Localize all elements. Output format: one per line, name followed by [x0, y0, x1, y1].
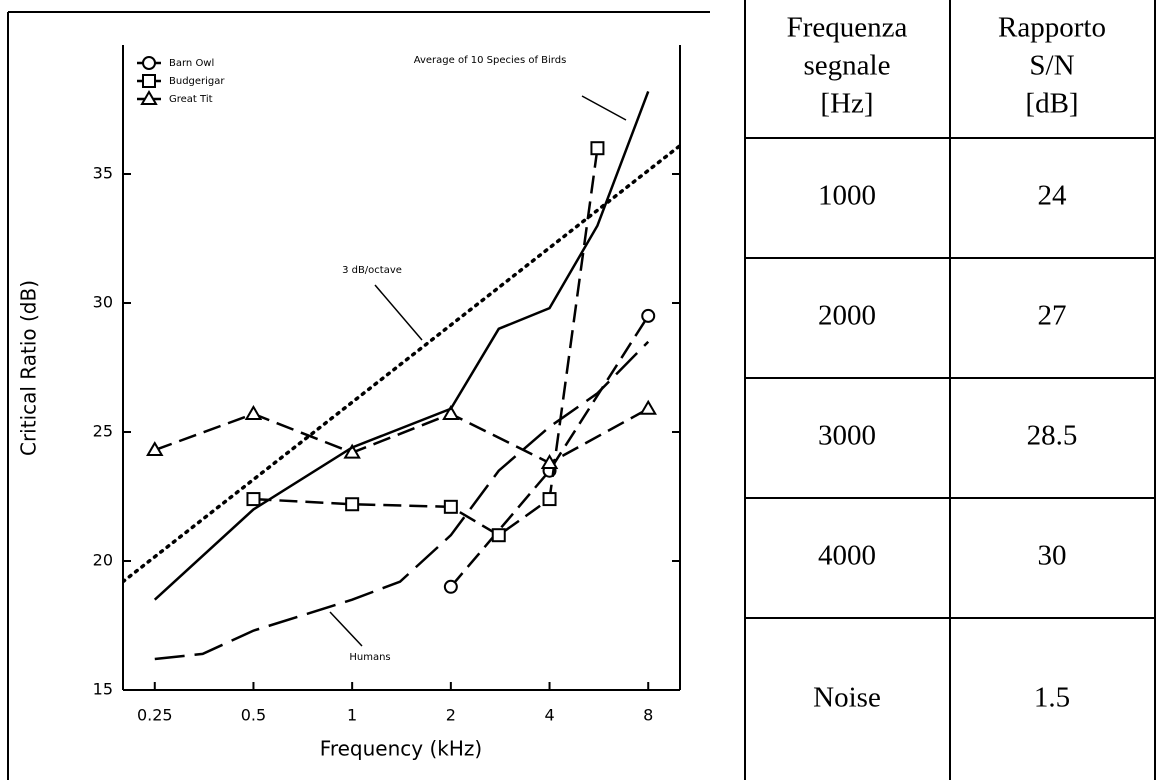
x-tick-label: 8: [643, 706, 653, 725]
data-point: [146, 441, 164, 457]
legend-marker: [142, 74, 156, 88]
table-header: [dB]: [1025, 88, 1078, 120]
data-point: [345, 497, 360, 512]
legend-marker: [142, 56, 156, 70]
series-line: [154, 340, 650, 661]
table-cell: Noise: [813, 682, 881, 714]
leader-line: [329, 611, 363, 647]
table-header: [Hz]: [820, 88, 873, 120]
table-cell: 27: [1038, 300, 1067, 332]
data-point: [244, 404, 263, 420]
series-line: [154, 407, 649, 465]
table-header: Frequenza: [787, 12, 908, 44]
data-point: [542, 492, 557, 507]
table-cell: 4000: [818, 540, 876, 572]
series-line: [153, 90, 650, 601]
x-tick-label: 1: [347, 706, 357, 725]
data-point: [246, 492, 261, 507]
table-cell: 3000: [818, 420, 876, 452]
y-tick-label: 25: [93, 422, 113, 441]
annotation: 3 dB/octave: [342, 265, 402, 276]
data-point: [442, 404, 460, 420]
series-line: [123, 143, 680, 584]
y-tick-label: 30: [93, 293, 113, 312]
data-point: [639, 399, 657, 415]
x-tick-label: 4: [544, 706, 554, 725]
annotation: Humans: [349, 652, 390, 663]
table-cell: 30: [1038, 540, 1067, 572]
table-cell: 1000: [818, 180, 876, 212]
data-point: [443, 579, 458, 594]
y-axis-label: Critical Ratio (dB): [17, 280, 41, 456]
annotation: Average of 10 Species of Birds: [414, 55, 567, 66]
leader-line: [581, 95, 627, 121]
x-tick-label: 0.25: [137, 706, 173, 725]
legend-marker: [140, 90, 158, 105]
y-tick-label: 15: [93, 680, 113, 699]
series-line: [253, 148, 599, 537]
table-cell: 2000: [818, 300, 876, 332]
y-tick-label: 35: [93, 164, 113, 183]
data-point: [443, 499, 458, 514]
frame: [7, 0, 1156, 780]
legend-label: Barn Owl: [169, 58, 214, 69]
series-line: [449, 315, 650, 588]
x-tick-label: 0.5: [241, 706, 266, 725]
annotation-leaders: [329, 95, 627, 647]
table-cell: 28.5: [1027, 420, 1078, 452]
table-header: Rapporto: [998, 12, 1106, 44]
legend-label: Great Tit: [169, 94, 213, 105]
data-point: [343, 443, 361, 459]
table-header: segnale: [804, 50, 891, 82]
table-header: S/N: [1029, 50, 1074, 82]
x-axis-label: Frequency (kHz): [320, 737, 482, 761]
data-point: [491, 528, 506, 543]
y-tick-label: 20: [93, 551, 113, 570]
legend-label: Budgerigar: [169, 76, 225, 87]
data-point: [540, 453, 559, 469]
data-point: [590, 141, 605, 156]
table-cell: 24: [1038, 180, 1068, 212]
x-tick-label: 2: [446, 706, 456, 725]
data-point: [641, 308, 656, 323]
table-cell: 1.5: [1034, 682, 1070, 714]
leader-line: [374, 284, 423, 341]
